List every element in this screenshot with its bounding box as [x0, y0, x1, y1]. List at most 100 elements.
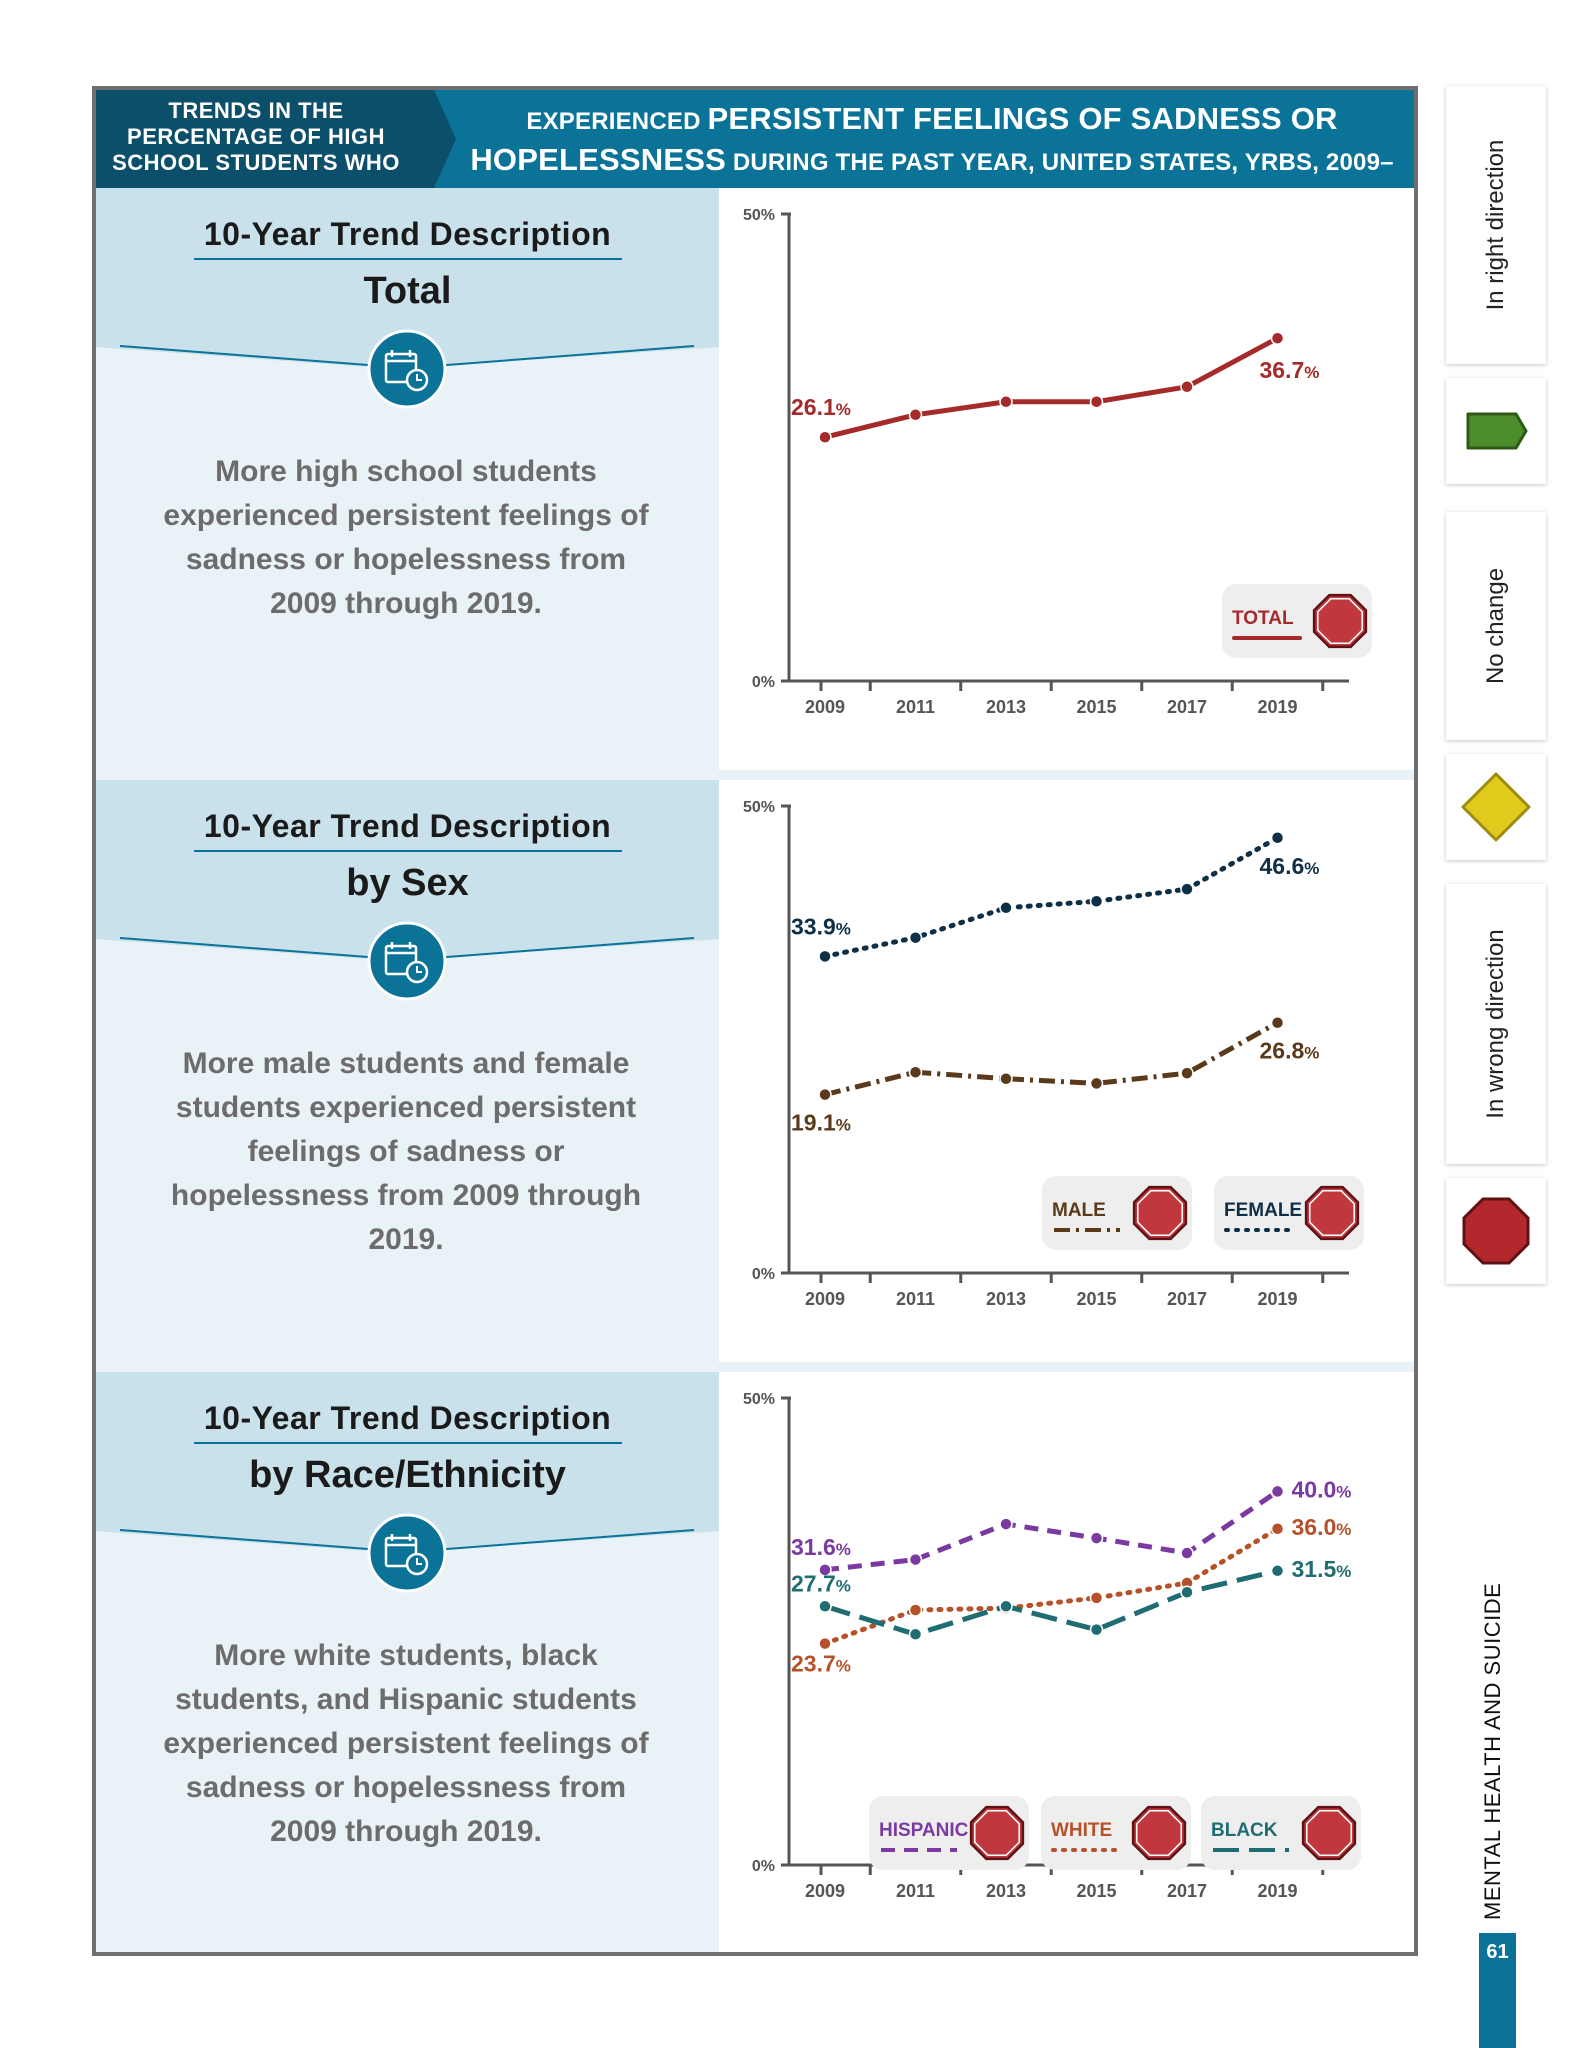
yellow-diamond-icon	[1461, 772, 1531, 842]
data-label-first: 27.7%	[791, 1570, 851, 1596]
key-wrong-direction: In wrong direction	[1446, 884, 1546, 1164]
trend-connector	[96, 1513, 719, 1593]
legend-label: MALE	[1052, 1200, 1106, 1221]
trend-title: 10-Year Trend Description	[203, 1400, 612, 1436]
data-point-hispanic	[999, 1517, 1013, 1531]
red-octagon-icon	[969, 1805, 1025, 1861]
data-label-last: 31.5%	[1292, 1556, 1352, 1582]
data-label-first: 23.7%	[791, 1651, 851, 1677]
trend-title: 10-Year Trend Description	[203, 808, 612, 844]
x-tick-label: 2013	[986, 697, 1026, 717]
page-number: 61	[1486, 1941, 1509, 1963]
x-tick-label: 2019	[1257, 697, 1297, 717]
legend-black: BLACK	[1201, 1796, 1361, 1870]
x-tick-label: 2009	[805, 697, 845, 717]
series-line-male	[824, 1020, 1279, 1098]
y-tick-label: 50%	[743, 207, 775, 224]
page-number-box: 61	[1479, 1933, 1516, 2048]
red-octagon-icon	[1304, 1185, 1360, 1241]
y-tick-label: 0%	[752, 674, 775, 691]
data-point-male	[818, 1087, 832, 1102]
red-octagon-inner	[974, 1810, 1020, 1856]
y-tick-label: 0%	[752, 1266, 775, 1283]
data-point-hispanic	[1180, 1546, 1194, 1560]
data-point-female	[818, 949, 832, 964]
trend-title-underline	[194, 258, 622, 260]
series-line-hispanic	[824, 1489, 1279, 1573]
section-label: MENTAL HEALTH AND SUICIDE	[1480, 1582, 1505, 1920]
x-tick-label: 2017	[1167, 1881, 1207, 1901]
legend-white: WHITE	[1041, 1796, 1191, 1870]
data-point-total	[1180, 380, 1194, 394]
red-octagon-icon	[1131, 1805, 1187, 1861]
red-octagon-icon	[1462, 1197, 1530, 1265]
data-point-white	[818, 1636, 832, 1651]
series-line-female	[822, 835, 1280, 959]
trend-description: More white students, black students, and…	[163, 1639, 649, 1848]
data-point-black	[908, 1627, 923, 1642]
x-tick-label: 2017	[1167, 1289, 1207, 1309]
data-point-black	[1180, 1585, 1194, 1600]
data-point-female	[1180, 882, 1194, 896]
legend-male: MALE	[1042, 1176, 1192, 1250]
data-point-total	[818, 430, 832, 444]
figure-frame: TRENDS IN THE PERCENTAGE OF HIGH SCHOOL …	[92, 86, 1418, 1956]
legend-label: HISPANIC	[879, 1820, 969, 1841]
y-tick-label: 50%	[743, 1391, 775, 1408]
legend-label: TOTAL	[1232, 608, 1294, 629]
series-line-total	[822, 335, 1280, 440]
key-right-direction-sign	[1446, 378, 1546, 484]
data-point-hispanic	[1270, 1484, 1285, 1499]
data-point-black	[1089, 1622, 1104, 1637]
calendar-clock-icon	[367, 921, 447, 1001]
data-point-white	[1089, 1591, 1104, 1605]
data-point-female	[1270, 831, 1285, 845]
trend-subtitle: by Sex	[346, 862, 469, 904]
y-tick-label: 0%	[752, 1858, 775, 1875]
x-tick-label: 2013	[986, 1881, 1026, 1901]
header-title-part3: HOPELESSNESS	[470, 142, 726, 177]
x-tick-label: 2015	[1076, 697, 1116, 717]
header-left-text: TRENDS IN THE PERCENTAGE OF HIGH SCHOOL …	[112, 98, 400, 175]
data-point-male	[999, 1071, 1013, 1086]
red-octagon-inner	[1136, 1810, 1182, 1856]
trend-subtitle: Total	[363, 270, 452, 312]
legend-label: WHITE	[1051, 1820, 1112, 1841]
header: TRENDS IN THE PERCENTAGE OF HIGH SCHOOL …	[96, 90, 1414, 214]
series-line-black	[824, 1568, 1279, 1637]
key-wrong-direction-sign	[1446, 1178, 1546, 1284]
x-tick-label: 2013	[986, 1289, 1026, 1309]
header-title-part2: PERSISTENT FEELINGS OF SADNESS OR	[707, 101, 1338, 136]
x-tick-label: 2017	[1167, 697, 1207, 717]
data-point-total	[999, 394, 1013, 409]
trend-description: More high school students experienced pe…	[163, 455, 649, 620]
data-point-male	[1089, 1076, 1104, 1091]
trend-band	[96, 780, 719, 938]
key-label: No change	[1482, 567, 1509, 685]
data-point-white	[908, 1603, 923, 1617]
trend-description: More male students and female students e…	[170, 1047, 642, 1256]
trend-band	[96, 188, 719, 346]
data-point-black	[818, 1599, 832, 1614]
header-title-part1: EXPERIENCED	[526, 108, 708, 135]
data-point-white	[1270, 1522, 1285, 1536]
data-point-hispanic	[908, 1552, 923, 1567]
data-point-black	[999, 1599, 1013, 1614]
x-tick-label: 2015	[1076, 1289, 1116, 1309]
data-point-total	[1089, 394, 1104, 409]
chart-container: 50% 0% 2009 2011 2013 2015 2017 2019 31.6% 40.0% H…	[719, 1372, 1414, 1952]
data-label-first: 31.6%	[791, 1534, 851, 1560]
panel-race: 10-Year Trend Description by Race/Ethnic…	[96, 1372, 1414, 1952]
data-point-female	[908, 930, 923, 945]
data-point-male	[1180, 1066, 1194, 1080]
red-octagon-icon	[1132, 1185, 1188, 1241]
data-point-hispanic	[818, 1563, 832, 1577]
data-point-male	[1270, 1015, 1285, 1030]
red-octagon-inner	[1317, 598, 1363, 644]
x-tick-label: 2009	[805, 1289, 845, 1309]
red-octagon-icon	[1301, 1805, 1357, 1861]
data-label-last: 36.0%	[1292, 1514, 1352, 1540]
series-line-white	[822, 1526, 1280, 1647]
green-shield-icon	[1466, 412, 1528, 450]
data-label-first: 26.1%	[791, 394, 851, 420]
